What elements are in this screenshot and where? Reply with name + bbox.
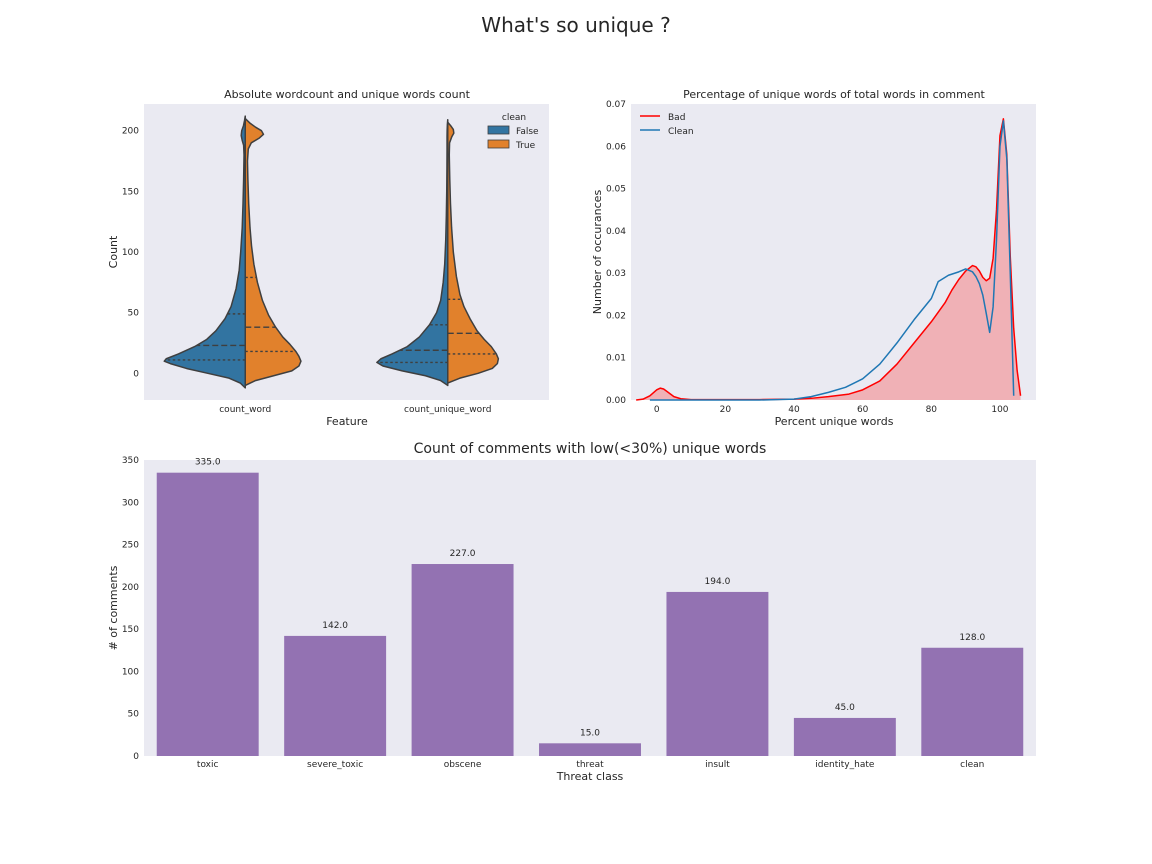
violin-half-true-count_word [244, 117, 302, 387]
kde-x-tick-label: 0 [654, 405, 660, 415]
kde-chart-title: Percentage of unique words of total word… [683, 88, 985, 101]
violin-y-tick-label: 150 [122, 187, 139, 197]
kde-area-bad [636, 118, 1021, 401]
kde-line-clean [649, 120, 1015, 401]
violin-legend-title: clean [502, 113, 526, 123]
bar-x-tick-label: severe_toxic [307, 760, 363, 770]
bar-severe_toxic [284, 635, 387, 756]
kde-x-tick-label: 20 [720, 405, 732, 415]
bar-y-tick-label: 300 [122, 498, 139, 508]
kde-x-tick-label: 60 [857, 405, 869, 415]
bar-y-tick-label: 100 [122, 667, 139, 677]
bar-value-label: 335.0 [195, 458, 221, 468]
bar-insult [666, 591, 769, 756]
violin-y-axis-label: Count [107, 235, 120, 268]
legend-label-clean: Clean [668, 127, 694, 137]
kde-chart: Percentage of unique words of total word… [591, 88, 1036, 428]
violin-y-tick-label: 50 [128, 309, 140, 319]
bar-y-tick-label: 0 [133, 752, 139, 762]
legend-label-bad: Bad [668, 113, 685, 123]
violin-chart-title: Absolute wordcount and unique words coun… [224, 88, 471, 101]
violin-chart: Absolute wordcount and unique words coun… [107, 88, 549, 428]
bar-x-tick-label: clean [960, 760, 984, 770]
kde-legend: Bad Clean [640, 113, 694, 137]
kde-y-tick-label: 0.03 [606, 269, 626, 279]
violin-half-false-count_word [163, 115, 246, 389]
kde-y-tick-label: 0.04 [606, 227, 626, 237]
violin-y-tick-label: 200 [122, 127, 139, 137]
violin-half-true-count_unique_word [447, 121, 500, 384]
bar-value-label: 15.0 [580, 728, 600, 738]
figure-title: What's so unique ? [481, 13, 670, 37]
bar-threat [539, 743, 641, 756]
kde-y-tick-label: 0.00 [606, 396, 626, 406]
kde-x-tick-label: 100 [991, 405, 1008, 415]
violin-y-tick-label: 100 [122, 248, 139, 258]
bar-x-axis-label: Threat class [556, 770, 624, 783]
kde-y-tick-label: 0.07 [606, 100, 626, 110]
violin-y-tick-label: 0 [133, 369, 139, 379]
bar-value-label: 194.0 [705, 577, 731, 587]
legend-swatch-true [487, 139, 510, 149]
kde-y-axis-label: Number of occurances [591, 190, 604, 315]
legend-label-true: True [515, 141, 536, 151]
bar-identity_hate [793, 717, 896, 756]
kde-y-tick-label: 0.05 [606, 185, 626, 195]
legend-swatch-false [487, 125, 510, 135]
bar-plot-area [144, 460, 1036, 756]
violin-x-axis-label: Feature [326, 415, 368, 428]
bar-chart-title: Count of comments with low(<30%) unique … [414, 441, 767, 457]
bar-x-tick-label: threat [576, 760, 604, 770]
bar-y-tick-label: 50 [128, 710, 140, 720]
kde-y-tick-label: 0.01 [606, 354, 626, 364]
kde-y-tick-label: 0.02 [606, 311, 626, 321]
legend-label-false: False [516, 127, 539, 137]
bar-x-tick-label: toxic [197, 760, 219, 770]
bar-value-label: 128.0 [959, 633, 985, 643]
bar-y-axis-label: # of comments [107, 565, 120, 650]
kde-line-bad [636, 118, 1022, 401]
kde-x-tick-label: 40 [788, 405, 800, 415]
bar-value-label: 45.0 [835, 703, 855, 713]
bar-y-tick-label: 250 [122, 541, 139, 551]
bar-x-tick-label: identity_hate [815, 760, 875, 770]
kde-x-tick-label: 80 [926, 405, 938, 415]
bar-value-label: 142.0 [322, 621, 348, 631]
bar-y-tick-label: 350 [122, 456, 139, 466]
violin-x-tick-label: count_word [219, 405, 271, 415]
bar-y-tick-label: 150 [122, 625, 139, 635]
violin-x-tick-label: count_unique_word [404, 405, 491, 415]
bar-chart: Count of comments with low(<30%) unique … [107, 441, 1036, 783]
bar-clean [921, 647, 1024, 756]
bar-value-label: 227.0 [450, 549, 476, 559]
violin-legend: clean False True [487, 113, 539, 151]
bar-x-tick-label: insult [705, 760, 730, 770]
bar-y-tick-label: 200 [122, 583, 139, 593]
kde-x-axis-label: Percent unique words [775, 415, 894, 428]
bar-x-tick-label: obscene [444, 760, 482, 770]
kde-y-tick-label: 0.06 [606, 142, 626, 152]
bar-obscene [411, 564, 514, 756]
bar-toxic [156, 472, 259, 756]
